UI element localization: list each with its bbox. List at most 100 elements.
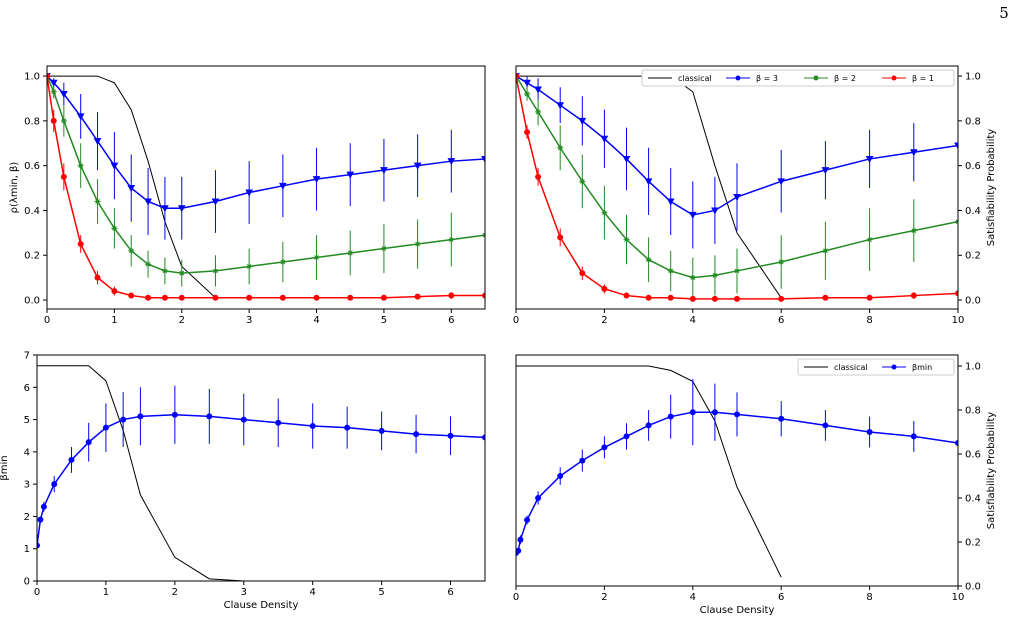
data-point: [94, 198, 101, 205]
data-point: [910, 227, 917, 234]
data-point: [161, 267, 168, 274]
x-tick-label: 6: [448, 315, 454, 326]
y-axis-label: Satisfiability Probability: [986, 129, 997, 246]
subplot: 0 2 4 6 8 100.0 0.2 0.4 0.6 0.8 1.0 Satisfiability …: [513, 354, 997, 616]
data-point: [102, 424, 109, 431]
data-point: [622, 155, 631, 163]
data-point: [240, 416, 247, 423]
data-point: [50, 117, 57, 124]
axes-frame: [515, 354, 959, 587]
data-point: [279, 182, 287, 190]
x-tick-label: 10: [952, 592, 965, 603]
data-point: [448, 236, 455, 243]
subplot: 0 1 2 3 4 5 6 0 1 2 3 4 5 6 7 βmin Clause Density: [0, 351, 486, 611]
legend-box: [641, 69, 955, 87]
y-tick-label: 7: [24, 351, 30, 362]
data-point: [481, 155, 485, 163]
data-point: [866, 429, 873, 435]
x-tick-label: 6: [778, 315, 784, 326]
x-axis-label: Clause Density: [224, 600, 299, 611]
data-point: [910, 433, 917, 440]
legend-marker: [735, 75, 741, 81]
data-point: [177, 205, 186, 213]
data-point: [447, 158, 456, 166]
data-point: [347, 250, 354, 257]
data-point: [137, 413, 144, 420]
data-point: [145, 294, 152, 301]
data-point: [40, 503, 47, 510]
x-tick-label: 2: [172, 587, 178, 598]
series-line: [47, 75, 216, 299]
data-point: [344, 424, 351, 431]
x-tick-label: 6: [447, 587, 453, 598]
data-point: [623, 236, 630, 243]
data-point: [734, 295, 741, 302]
data-point: [85, 439, 92, 446]
y-tick-label: 0: [24, 577, 30, 588]
data-point: [866, 236, 873, 243]
y-tick-label: 0.6: [965, 450, 981, 461]
data-point: [557, 144, 564, 151]
x-axis-label: Clause Density: [700, 605, 775, 616]
legend-label: βmin: [912, 363, 932, 372]
y-tick-label: 1.0: [24, 72, 40, 83]
data-point: [161, 205, 169, 213]
x-tick-label: 1: [103, 587, 109, 598]
plot-area: [516, 365, 958, 578]
data-point: [380, 167, 388, 175]
plot-area: [47, 73, 485, 301]
data-point: [37, 516, 44, 523]
x-tick-label: 4: [310, 587, 316, 598]
data-point: [275, 419, 282, 426]
data-point: [414, 241, 421, 248]
data-point: [346, 171, 355, 179]
data-point: [535, 108, 542, 115]
x-tick-label: 0: [513, 315, 519, 326]
subplot: 0 1 2 3 4 5 6 0.0 0.2 0.4 0.6 0.8 1.0 ρ(λmin, β): [9, 65, 486, 326]
data-point: [711, 409, 718, 416]
data-point: [579, 270, 586, 277]
data-point: [579, 178, 586, 185]
data-point: [111, 225, 118, 232]
data-point: [733, 194, 741, 202]
legend-box: [797, 358, 955, 376]
legend-label: classical: [834, 363, 868, 372]
y-tick-label: 0.6: [24, 161, 40, 172]
data-point: [955, 440, 958, 446]
data-point: [954, 142, 958, 150]
data-point: [413, 162, 422, 170]
data-point: [778, 295, 785, 302]
subplot: 0 2 4 6 8 100.0 0.2 0.4 0.6 0.8 1.0 Satisfiability …: [513, 65, 997, 326]
series-line: [516, 365, 782, 578]
y-tick-label: 1: [24, 544, 30, 555]
data-point: [645, 422, 652, 429]
y-tick-label: 0.2: [965, 538, 981, 549]
x-tick-label: 4: [690, 592, 696, 603]
y-axis-label: Satisfiability Probability: [986, 412, 997, 529]
data-point: [77, 241, 84, 248]
page-number: 5: [999, 4, 1009, 22]
data-point: [482, 292, 485, 299]
x-tick-label: 10: [952, 315, 965, 326]
y-tick-label: 0.0: [965, 296, 981, 307]
data-point: [206, 413, 213, 420]
data-point: [68, 456, 75, 463]
data-point: [246, 263, 253, 270]
x-tick-label: 4: [313, 315, 319, 326]
data-point: [689, 295, 696, 302]
axes-frame: [36, 354, 486, 582]
data-point: [414, 293, 421, 300]
series-line: [47, 75, 485, 209]
data-point: [245, 189, 253, 197]
data-point: [47, 73, 51, 80]
data-point: [822, 422, 829, 429]
data-point: [178, 294, 185, 301]
data-point: [413, 431, 420, 438]
data-point: [689, 409, 696, 416]
data-point: [279, 294, 286, 301]
x-tick-label: 3: [246, 315, 252, 326]
data-point: [534, 86, 542, 94]
data-point: [910, 292, 917, 299]
data-point: [171, 411, 178, 418]
data-point: [711, 272, 718, 279]
